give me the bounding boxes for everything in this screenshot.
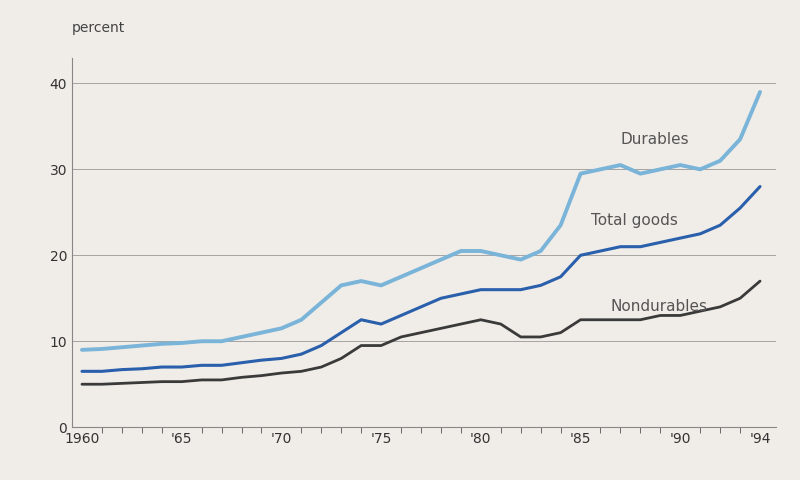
Text: Nondurables: Nondurables (610, 300, 707, 314)
Text: percent: percent (72, 22, 126, 36)
Text: Durables: Durables (621, 132, 689, 147)
Text: Total goods: Total goods (590, 214, 678, 228)
